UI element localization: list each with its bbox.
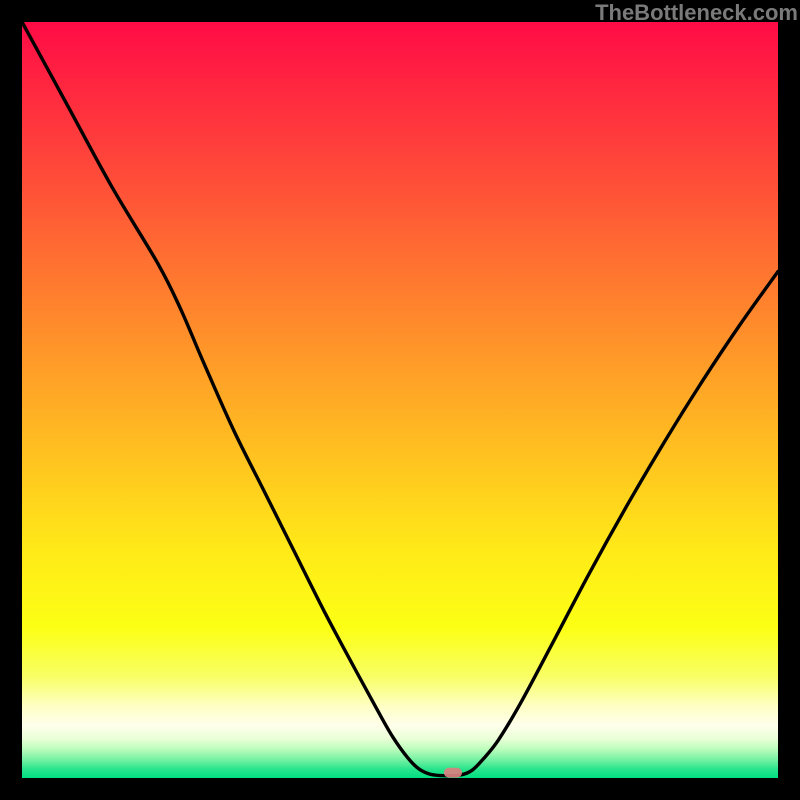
optimal-marker — [444, 768, 462, 778]
watermark-text: TheBottleneck.com — [595, 0, 798, 26]
bottleneck-chart-svg — [22, 22, 778, 778]
chart-frame: TheBottleneck.com — [0, 0, 800, 800]
plot-area — [22, 22, 778, 778]
gradient-background — [22, 22, 778, 778]
